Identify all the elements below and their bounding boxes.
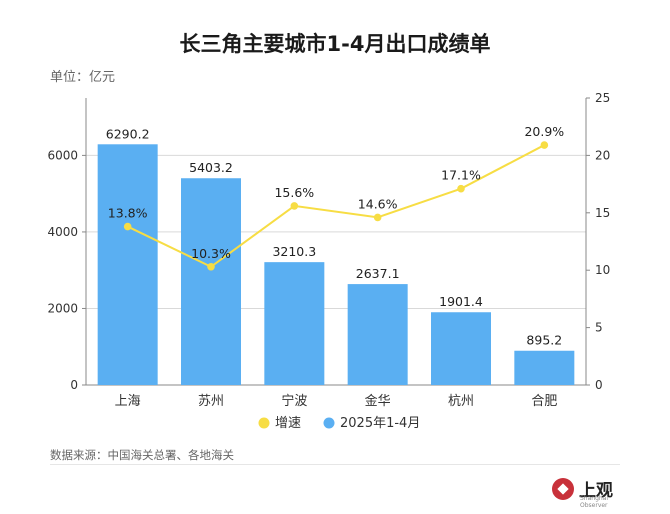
footer-divider — [50, 464, 620, 465]
line-point — [207, 262, 215, 271]
y-right-tick-label: 20 — [595, 148, 610, 162]
y-right-tick-label: 25 — [595, 91, 610, 105]
legend-label: 增速 — [275, 416, 301, 431]
bar — [181, 178, 241, 385]
source-note: 数据来源：中国海关总署、各地海关 — [50, 448, 234, 462]
y-left-tick-label: 6000 — [47, 148, 78, 162]
bar — [97, 144, 158, 385]
legend-marker — [323, 417, 335, 429]
x-tick-label: 上海 — [115, 394, 141, 409]
y-left-tick-label: 4000 — [47, 225, 78, 239]
bar — [264, 262, 325, 385]
y-left-tick-label: 0 — [70, 378, 78, 392]
bar — [514, 350, 575, 385]
line-value-label: 14.6% — [358, 196, 398, 211]
unit-label: 单位：亿元 — [50, 70, 116, 85]
x-tick-label: 苏州 — [198, 393, 224, 409]
bar — [431, 312, 491, 385]
shangguan-logo-icon — [552, 478, 574, 500]
bar-value-label: 5403.2 — [189, 160, 233, 175]
line-point — [540, 141, 549, 149]
bar-value-label: 2637.1 — [356, 266, 400, 281]
line-point — [123, 222, 132, 231]
bar-value-label: 1901.4 — [439, 294, 483, 309]
x-tick-label: 杭州 — [448, 394, 474, 409]
x-tick-label: 金华 — [365, 393, 391, 409]
line-value-label: 17.1% — [441, 168, 481, 183]
logo: 上观 Shanghai Observer — [552, 474, 632, 509]
growth-line — [127, 144, 545, 268]
legend-label: 2025年1-4月 — [340, 416, 420, 431]
y-right-tick-label: 15 — [595, 206, 610, 220]
bar-value-label: 6290.2 — [106, 126, 150, 141]
legend-marker — [258, 417, 270, 429]
line-point — [457, 184, 465, 193]
bar-value-label: 895.2 — [526, 333, 562, 348]
logo-text: 上观 — [579, 481, 613, 501]
logo-subtext: Shanghai Observer — [580, 495, 609, 509]
bar-value-label: 3210.3 — [272, 244, 316, 259]
line-value-label: 13.8% — [108, 206, 148, 221]
bar — [347, 284, 408, 385]
x-tick-label: 合肥 — [531, 394, 557, 409]
chart-title: 长三角主要城市1-4月出口成绩单 — [179, 32, 491, 56]
line-value-label: 20.9% — [524, 124, 564, 139]
line-point — [290, 202, 299, 210]
y-right-tick-label: 5 — [595, 321, 603, 335]
x-tick-label: 宁波 — [281, 393, 307, 409]
line-point — [373, 213, 382, 222]
y-left-tick-label: 2000 — [47, 301, 78, 315]
line-value-label: 10.3% — [191, 246, 231, 261]
y-right-tick-label: 0 — [595, 378, 603, 392]
y-right-tick-label: 10 — [595, 263, 610, 277]
line-value-label: 15.6% — [274, 185, 314, 200]
